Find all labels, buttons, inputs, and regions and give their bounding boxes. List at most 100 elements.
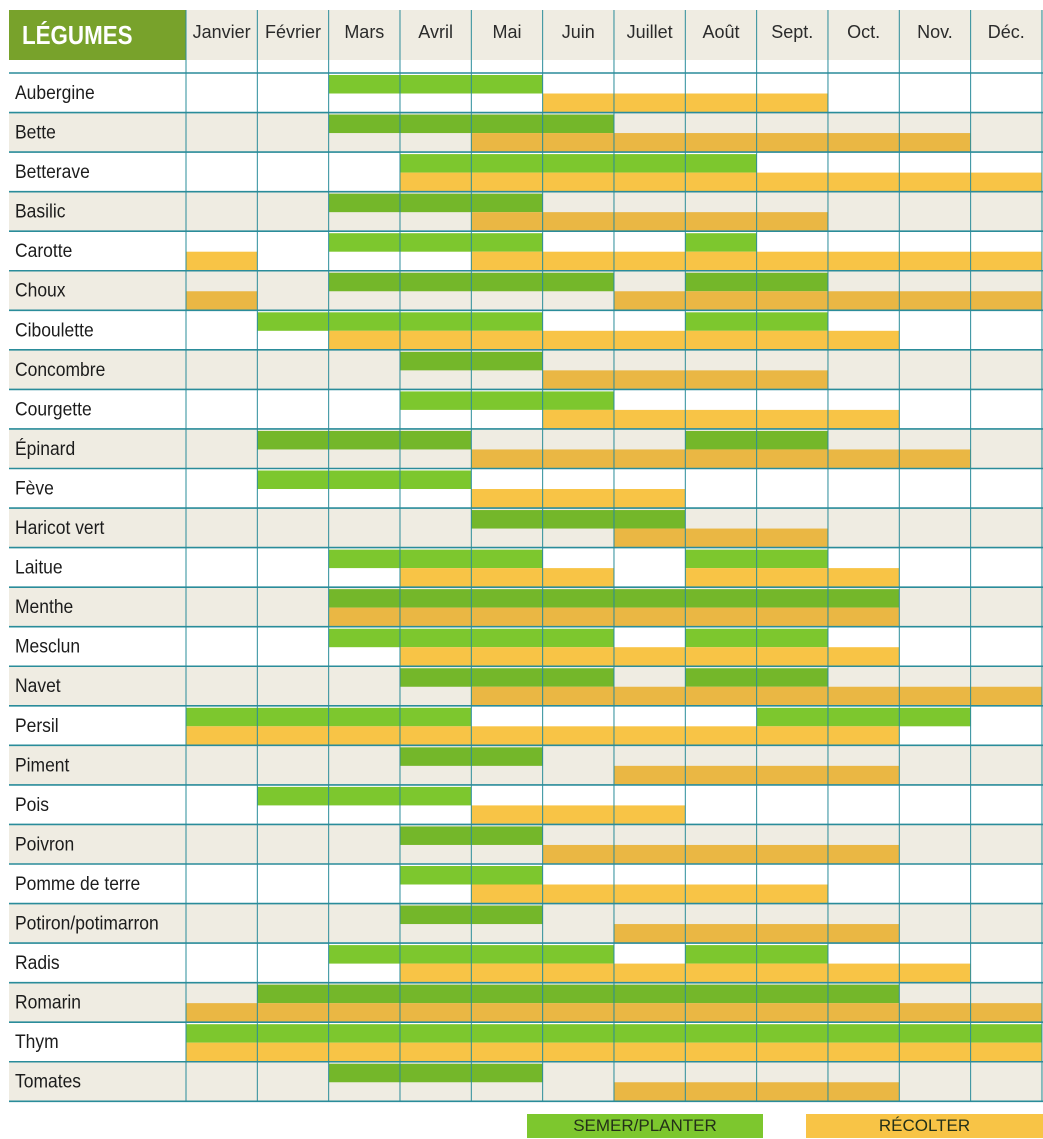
harvest-bar-persil-1	[186, 726, 258, 745]
sow-bar-navet-9	[756, 668, 828, 687]
sow-bar-romarin-7	[613, 984, 686, 1004]
harvest-bar-navet-9	[756, 686, 828, 706]
month-label-avril: Avril	[418, 22, 453, 42]
sow-bar-ciboulette-3	[328, 312, 400, 331]
harvest-bar-betterave-10	[827, 172, 900, 192]
harvest-bar-concombre-9	[756, 370, 828, 389]
harvest-bar-courgette-10	[827, 409, 900, 429]
sow-bar-menthe-3	[328, 589, 400, 608]
harvest-bar-carotte-6	[542, 251, 614, 271]
harvest-bar-carotte-10	[827, 251, 900, 271]
sow-bar-bette-5	[471, 114, 543, 134]
sow-bar-pois-2	[257, 786, 329, 806]
harvest-bar-epinard-5	[471, 449, 543, 468]
harvest-bar-romarin-3	[328, 1003, 400, 1022]
sow-bar-choux-6	[542, 272, 614, 292]
sow-bar-feve-4	[399, 470, 472, 489]
harvest-bar-laitue-6	[542, 568, 614, 587]
harvest-bar-pois-6	[542, 805, 614, 824]
harvest-bar-courgette-6	[542, 409, 614, 429]
sow-bar-basilic-3	[328, 193, 400, 213]
harvest-bar-choux-7	[613, 291, 686, 310]
sow-bar-menthe-7	[613, 589, 686, 608]
sow-bar-bette-3	[328, 114, 400, 134]
harvest-bar-persil-6	[542, 726, 614, 745]
harvest-bar-aubergine-7	[613, 93, 686, 112]
sow-bar-choux-9	[756, 272, 828, 292]
harvest-bar-romarin-5	[471, 1003, 543, 1022]
row-label-menthe: Menthe	[15, 595, 73, 617]
harvest-bar-feve-5	[471, 489, 543, 508]
harvest-bar-piment-10	[827, 765, 900, 785]
harvest-bar-epinard-10	[827, 449, 900, 468]
harvest-bar-carotte-8	[685, 251, 757, 271]
sow-bar-mesclun-4	[399, 628, 472, 648]
sow-bar-navet-4	[399, 668, 472, 687]
row-label-tomates: Tomates	[15, 1070, 81, 1092]
harvest-bar-choux-11	[899, 291, 971, 310]
row-label-betterave: Betterave	[15, 160, 90, 182]
sow-bar-tomates-4	[399, 1063, 472, 1083]
harvest-bar-courgette-8	[685, 409, 757, 429]
sow-bar-pomme-de-terre-5	[471, 866, 543, 885]
harvest-bar-choux-10	[827, 291, 900, 310]
harvest-bar-carotte-9	[756, 251, 828, 271]
harvest-bar-carotte-7	[613, 251, 686, 271]
harvest-bar-romarin-6	[542, 1003, 614, 1022]
harvest-bar-poivron-9	[756, 844, 828, 864]
harvest-bar-epinard-8	[685, 449, 757, 468]
sow-bar-thym-11	[899, 1024, 971, 1043]
harvest-bar-choux-1	[186, 291, 258, 310]
sow-bar-thym-10	[827, 1024, 900, 1043]
harvest-bar-thym-5	[471, 1042, 543, 1062]
harvest-bar-epinard-9	[756, 449, 828, 468]
month-label-fevrier: Février	[265, 22, 321, 42]
harvest-bar-feve-7	[613, 489, 686, 508]
sow-bar-persil-3	[328, 707, 400, 727]
legend-sow-label: SEMER/PLANTER	[573, 1116, 717, 1135]
harvest-bar-betterave-11	[899, 172, 971, 192]
harvest-bar-persil-9	[756, 726, 828, 745]
harvest-bar-romarin-2	[257, 1003, 329, 1022]
harvest-bar-courgette-9	[756, 409, 828, 429]
sow-bar-persil-1	[186, 707, 258, 727]
harvest-bar-menthe-5	[471, 607, 543, 627]
harvest-bar-ciboulette-10	[827, 330, 900, 350]
sow-bar-pois-4	[399, 786, 472, 806]
harvest-bar-poivron-7	[613, 844, 686, 864]
harvest-bar-potiron-potimarron-9	[756, 924, 828, 943]
harvest-bar-mesclun-4	[399, 647, 472, 666]
harvest-bar-basilic-9	[756, 212, 828, 231]
row-label-laitue: Laitue	[15, 556, 63, 578]
harvest-bar-pomme-de-terre-8	[685, 884, 757, 903]
harvest-bar-persil-4	[399, 726, 472, 745]
harvest-bar-navet-12	[970, 686, 1042, 706]
sow-bar-thym-1	[186, 1024, 258, 1043]
harvest-bar-basilic-7	[613, 212, 686, 231]
sow-bar-courgette-6	[542, 391, 614, 410]
sow-bar-betterave-8	[685, 154, 757, 173]
sow-bar-mesclun-3	[328, 628, 400, 648]
harvest-bar-mesclun-9	[756, 647, 828, 666]
sow-bar-potiron-potimarron-4	[399, 905, 472, 925]
row-label-haricot-vert: Haricot vert	[15, 516, 104, 538]
harvest-bar-pomme-de-terre-6	[542, 884, 614, 903]
sow-bar-laitue-8	[685, 549, 757, 569]
row-label-navet: Navet	[15, 675, 61, 697]
harvest-bar-ciboulette-9	[756, 330, 828, 350]
harvest-bar-concombre-7	[613, 370, 686, 389]
harvest-bar-thym-12	[970, 1042, 1042, 1062]
harvest-bar-ciboulette-7	[613, 330, 686, 350]
harvest-bar-aubergine-8	[685, 93, 757, 112]
harvest-bar-radis-6	[542, 963, 614, 983]
harvest-bar-potiron-potimarron-10	[827, 924, 900, 943]
row-label-thym: Thym	[15, 1031, 59, 1053]
sow-bar-persil-2	[257, 707, 329, 727]
sow-bar-navet-6	[542, 668, 614, 687]
harvest-bar-haricot-vert-7	[613, 528, 686, 548]
month-label-juillet: Juillet	[627, 22, 673, 42]
sow-bar-menthe-8	[685, 589, 757, 608]
sow-bar-mesclun-6	[542, 628, 614, 648]
sow-bar-ciboulette-2	[257, 312, 329, 331]
harvest-bar-bette-9	[756, 133, 828, 152]
